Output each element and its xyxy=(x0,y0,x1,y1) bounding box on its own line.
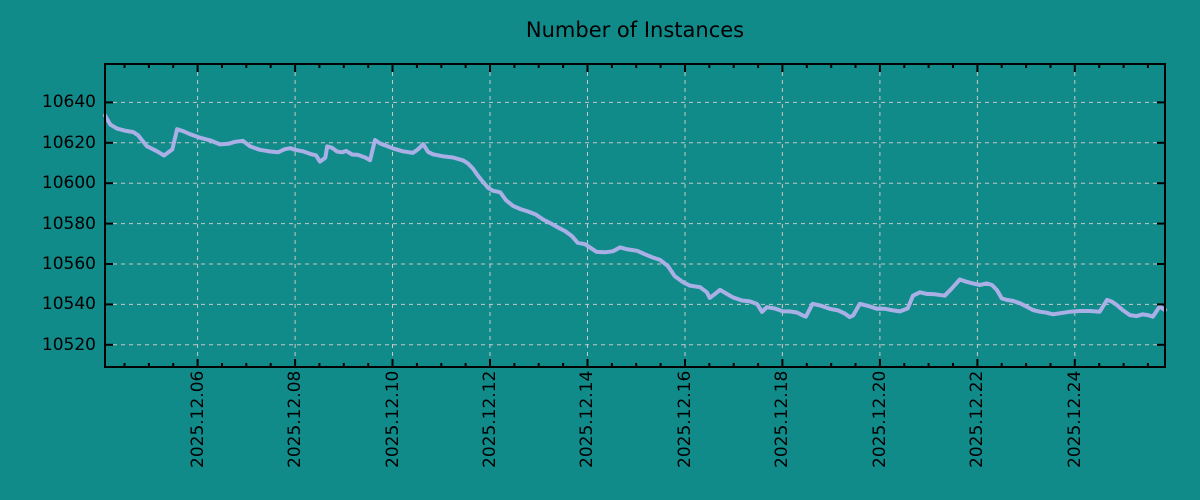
x-tick-label: 2025.12.24 xyxy=(1064,370,1085,468)
data-series-line xyxy=(103,113,1167,320)
chart-title: Number of Instances xyxy=(525,18,745,42)
y-tick-label: 10560 xyxy=(41,253,96,274)
x-tick-label: 2025.12.20 xyxy=(869,370,890,468)
x-tick-label: 2025.12.08 xyxy=(285,370,306,468)
x-tick-label: 2025.12.16 xyxy=(674,370,695,468)
x-tick-label: 2025.12.18 xyxy=(772,370,793,468)
y-tick-label: 10620 xyxy=(41,132,96,153)
y-tick-label: 10640 xyxy=(41,92,96,113)
x-tick-label: 2025.12.14 xyxy=(577,370,598,468)
y-tick-label: 10520 xyxy=(41,334,96,355)
y-tick-label: 10540 xyxy=(41,294,96,315)
x-tick-label: 2025.12.12 xyxy=(480,370,500,468)
x-tick-label: 2025.12.06 xyxy=(187,370,208,468)
y-tick-label: 10600 xyxy=(41,173,96,194)
x-tick-label: 2025.12.22 xyxy=(967,370,988,468)
x-tick-label: 2025.12.10 xyxy=(382,370,403,468)
y-tick-label: 10580 xyxy=(41,213,96,234)
plot-border xyxy=(104,63,1166,368)
